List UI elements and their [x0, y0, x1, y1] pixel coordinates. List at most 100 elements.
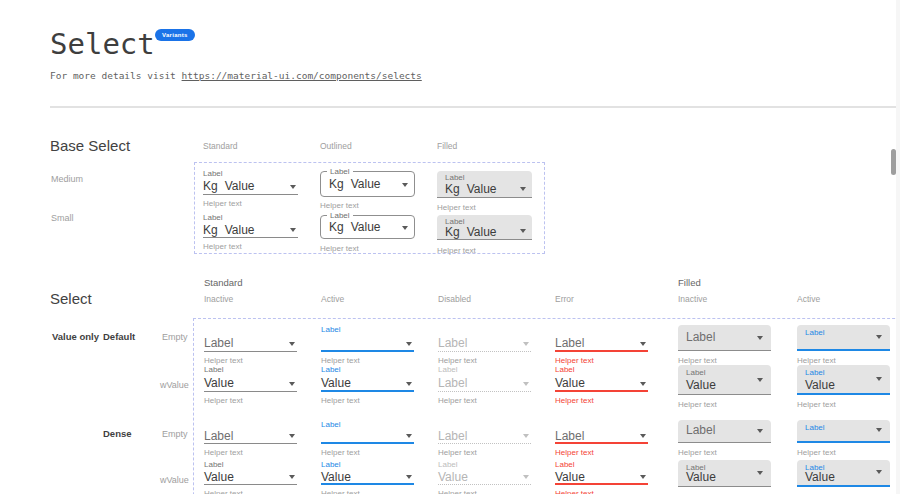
select-standard-active[interactable]: LabelHelper text [321, 420, 414, 460]
scrollbar-thumb[interactable] [891, 149, 896, 175]
column-header-filled: Filled [437, 141, 457, 151]
value-text: Value [351, 220, 381, 234]
helper-text: Helper text [321, 396, 360, 405]
filled-field: Label [678, 325, 771, 351]
select-underline [555, 483, 648, 485]
select-standard-inactive[interactable]: LabelValueHelper text [204, 460, 297, 494]
select-filled-active[interactable]: LabelValueHelper text [797, 365, 890, 408]
helper-text: Helper text [797, 356, 836, 365]
row-label-wvalue-2: wValue [160, 475, 189, 485]
column-header-active-standard: Active [321, 294, 344, 304]
dropdown-caret-icon [290, 185, 296, 189]
dropdown-caret-icon [757, 336, 763, 340]
select-value: Label [438, 429, 467, 443]
select-underline [204, 443, 297, 444]
select-standard-error[interactable]: LabelValueHelper text [555, 365, 648, 408]
base-select-filled[interactable]: LabelKgValueHelper text [437, 171, 532, 213]
filled-field: LabelKgValue [437, 215, 532, 240]
helper-text: Helper text [203, 242, 242, 251]
dropdown-caret-icon [876, 428, 882, 432]
select-filled-inactive[interactable]: Label Helper text [678, 420, 771, 460]
value-text: Value [467, 225, 497, 239]
scrollbar-track[interactable] [896, 0, 900, 494]
floating-label: Label [805, 423, 825, 433]
dropdown-caret-icon [640, 475, 646, 479]
variants-badge: Variants [155, 29, 195, 41]
helper-text: Helper text [204, 448, 243, 457]
select-standard-active[interactable]: LabelValueHelper text [321, 460, 414, 494]
helper-text: Helper text [678, 448, 717, 457]
helper-text: Helper text [797, 400, 836, 409]
dropdown-caret-icon [757, 471, 763, 475]
section-title-select: Select [50, 290, 92, 307]
helper-text: Helper text [321, 489, 360, 494]
base-select-standard[interactable]: LabelKgValueHelper text [203, 169, 298, 211]
select-filled-active[interactable]: LabelHelper text [797, 325, 890, 368]
select-underline [321, 390, 414, 392]
select-underline [321, 350, 414, 352]
select-label: Label [203, 169, 223, 179]
base-select-outlined[interactable]: LabelKgValueHelper text [320, 171, 415, 213]
floating-label: Label [686, 368, 706, 378]
select-standard-inactive[interactable]: LabelHelper text [204, 420, 297, 460]
select-value: Value [555, 376, 585, 390]
select-filled-active[interactable]: LabelValueHelper text [797, 460, 890, 494]
select-value: Value [805, 378, 835, 392]
header-divider [50, 106, 900, 108]
value-prefix: Kg [445, 225, 460, 239]
value-text: Value [225, 179, 255, 193]
dropdown-caret-icon [289, 434, 295, 438]
row-header-medium: Medium [51, 174, 83, 184]
row-label-empty-1: Empty [162, 332, 188, 342]
dropdown-caret-icon [406, 475, 412, 479]
dropdown-caret-icon [523, 475, 529, 479]
dropdown-caret-icon [402, 183, 408, 187]
select-value: Label [555, 336, 584, 350]
select-underline [204, 391, 297, 392]
dropdown-caret-icon [406, 382, 412, 386]
helper-text: Helper text [438, 489, 477, 494]
select-underline [438, 391, 531, 392]
group-header-standard: Standard [204, 277, 243, 288]
select-filled-inactive[interactable]: LabelValueHelper text [678, 460, 771, 494]
helper-text: Helper text [204, 356, 243, 365]
base-select-standard[interactable]: LabelKgValueHelper text [203, 213, 298, 254]
select-standard-disabled[interactable]: LabelHelper text [438, 325, 531, 368]
select-standard-disabled[interactable]: LabelValueHelper text [438, 460, 531, 494]
select-standard-inactive[interactable]: LabelHelper text [204, 325, 297, 368]
select-standard-error[interactable]: LabelValueHelper text [555, 460, 648, 494]
select-underline [204, 351, 297, 352]
dropdown-caret-icon [520, 229, 526, 233]
select-standard-inactive[interactable]: LabelValueHelper text [204, 365, 297, 408]
select-value: Value [204, 376, 234, 390]
dropdown-caret-icon [290, 228, 296, 232]
select-standard-active[interactable]: LabelHelper text [321, 325, 414, 368]
column-header-inactive-standard: Inactive [204, 294, 233, 304]
floating-label: Label [321, 325, 341, 335]
dropdown-caret-icon [523, 382, 529, 386]
select-standard-error[interactable]: LabelHelper text [555, 325, 648, 368]
select-underline [555, 350, 648, 352]
select-standard-disabled[interactable]: LabelHelper text [438, 420, 531, 460]
dropdown-caret-icon [406, 434, 412, 438]
row-header-small: Small [51, 213, 74, 223]
helper-text: Helper text [204, 396, 243, 405]
select-underline [438, 443, 531, 444]
dropdown-caret-icon [406, 342, 412, 346]
select-standard-disabled[interactable]: LabelLabelHelper text [438, 365, 531, 408]
select-standard-active[interactable]: LabelValueHelper text [321, 365, 414, 408]
base-select-filled[interactable]: LabelKgValueHelper text [437, 215, 532, 256]
floating-label: Label [321, 365, 341, 375]
select-filled-inactive[interactable]: Label Helper text [678, 325, 771, 368]
filled-field: Label [678, 420, 771, 443]
select-underline [321, 483, 414, 485]
select-value: Label [438, 376, 467, 390]
select-filled-inactive[interactable]: LabelValueHelper text [678, 365, 771, 408]
dropdown-caret-icon [640, 382, 646, 386]
select-standard-error[interactable]: LabelHelper text [555, 420, 648, 460]
helper-text: Helper text [678, 356, 717, 365]
select-filled-active[interactable]: LabelHelper text [797, 420, 890, 460]
docs-link[interactable]: https://material-ui.com/components/selec… [182, 70, 422, 81]
dropdown-caret-icon [289, 475, 295, 479]
base-select-outlined[interactable]: LabelKgValueHelper text [320, 215, 415, 256]
